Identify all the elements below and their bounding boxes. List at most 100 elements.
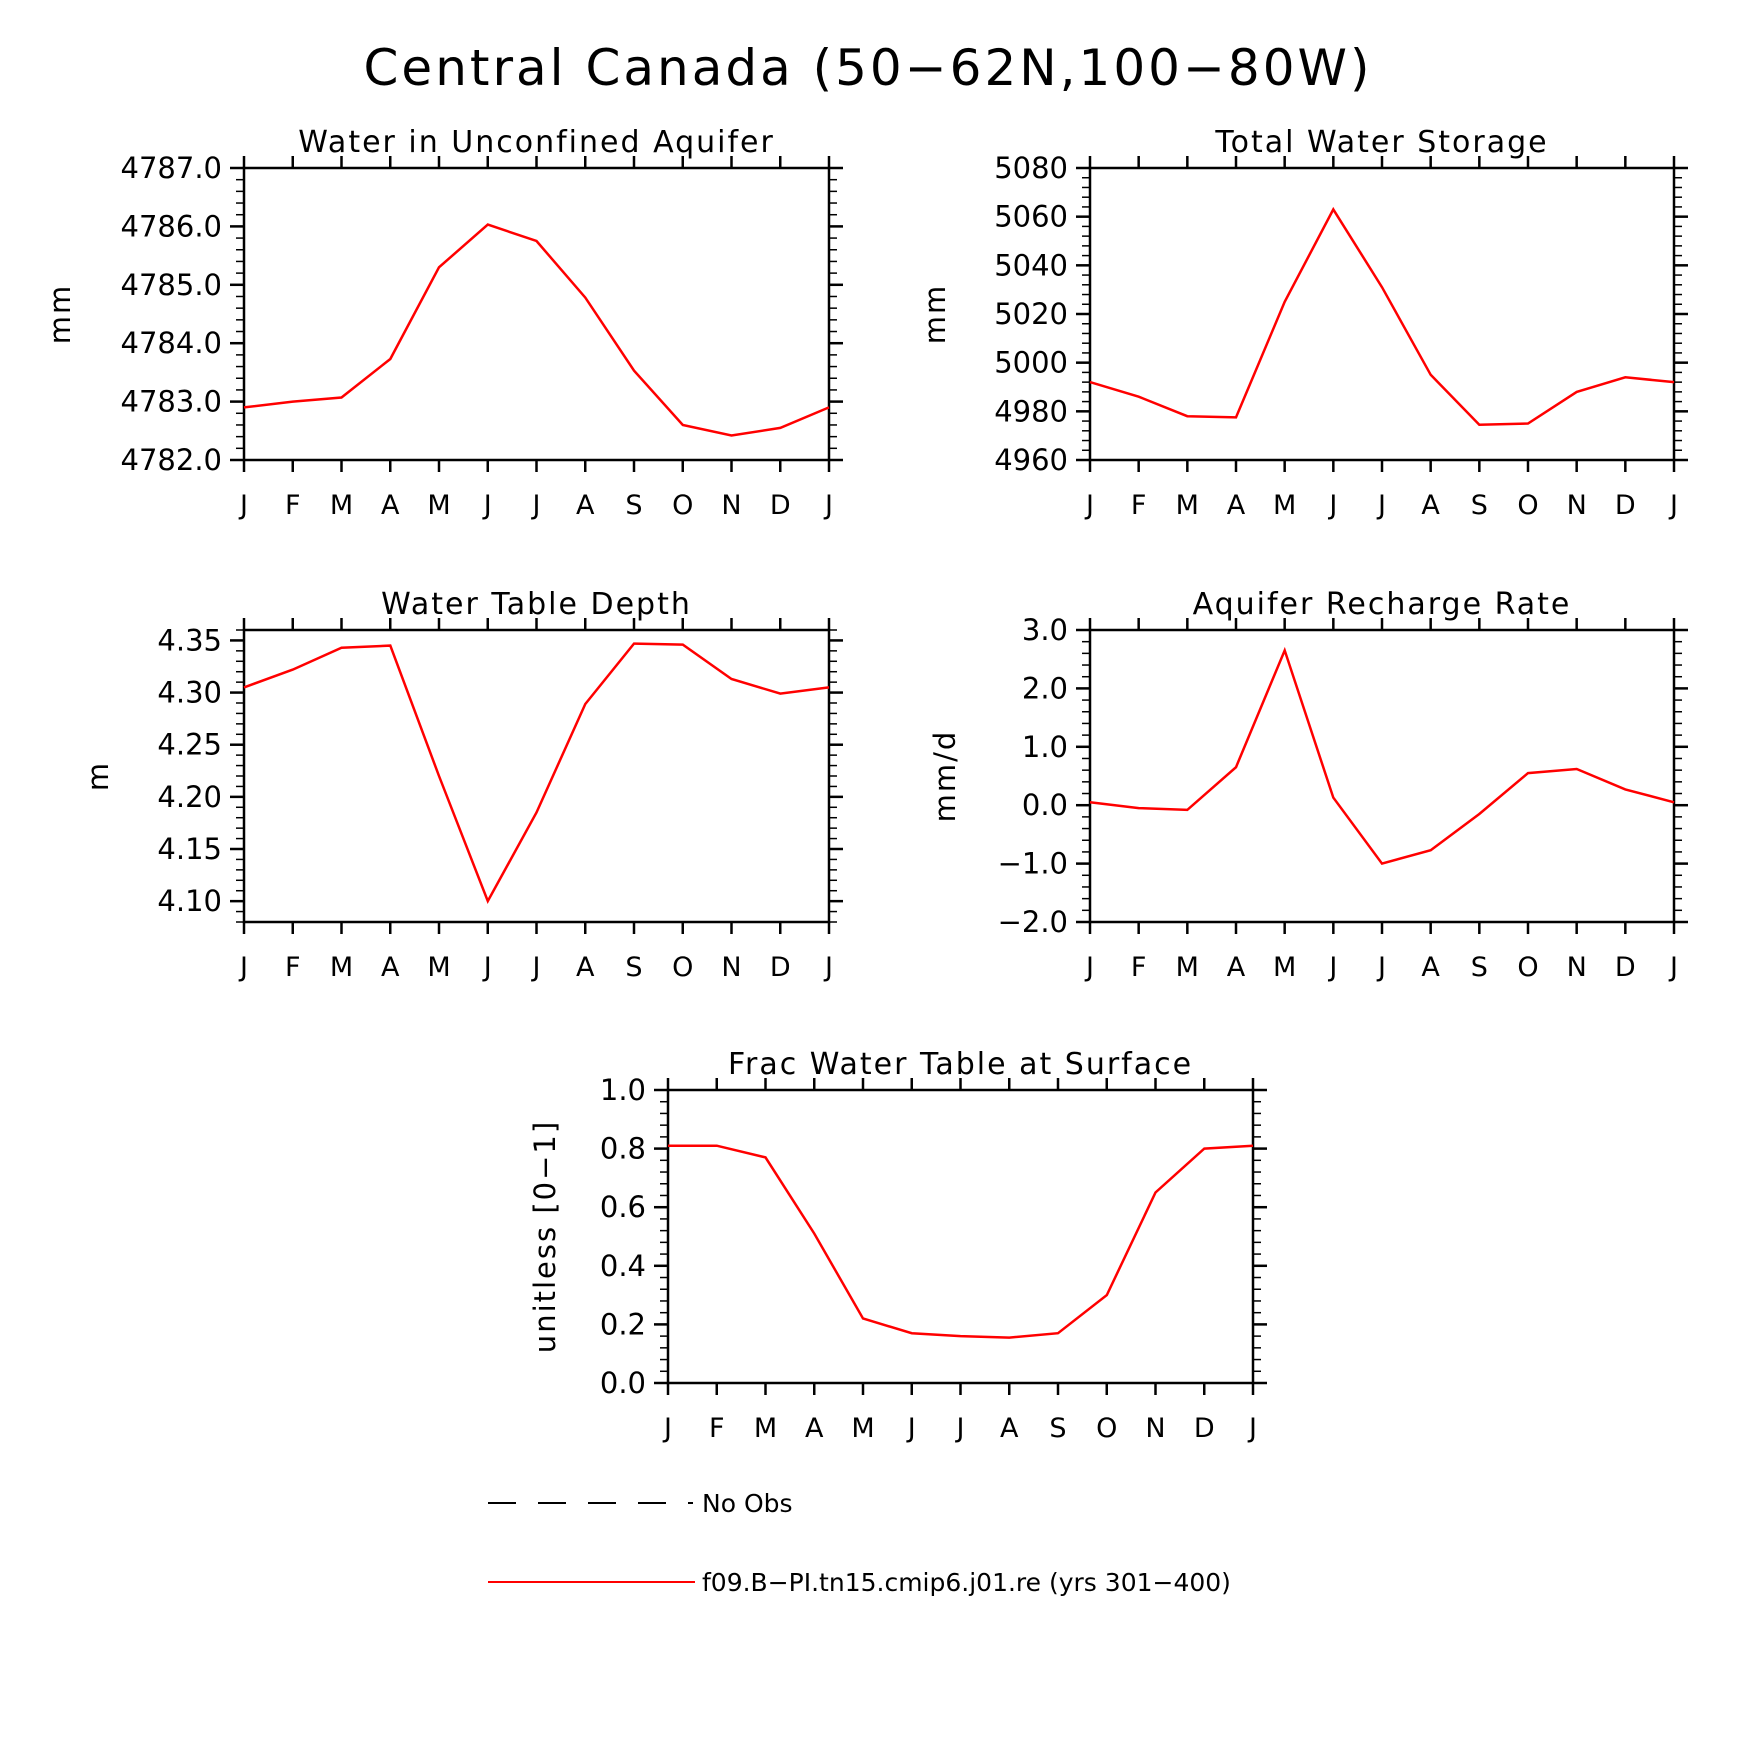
- plot-frame: [242, 628, 831, 924]
- x-tick-label: J: [1327, 952, 1337, 983]
- x-tick-label: N: [721, 952, 741, 983]
- y-tick-label: −2.0: [998, 905, 1068, 939]
- y-axis-label: m: [81, 761, 115, 791]
- y-tick-label: 1.0: [600, 1073, 646, 1107]
- series-line: [1089, 206, 1675, 426]
- x-tick-label: J: [955, 1413, 965, 1444]
- x-tick-label: N: [1145, 1413, 1165, 1444]
- panel-title: Total Water Storage: [1214, 125, 1548, 160]
- x-tick-label: F: [709, 1413, 725, 1444]
- y-tick-label: 0.6: [600, 1190, 646, 1224]
- y-tick-label: 4.30: [157, 676, 222, 710]
- legend-label-model: f09.B−PI.tn15.cmip6.j01.re (yrs 301−400): [702, 1568, 1231, 1597]
- x-tick-label: M: [1273, 952, 1296, 983]
- x-tick-label: M: [851, 1413, 874, 1444]
- x-tick-label: A: [381, 952, 400, 983]
- x-tick-label: J: [531, 490, 541, 521]
- x-tick-label: M: [1273, 490, 1296, 521]
- x-tick-label: M: [754, 1413, 777, 1444]
- y-tick-label: 5060: [994, 200, 1068, 234]
- x-tick-label: J: [1376, 490, 1386, 521]
- y-tick-label: −1.0: [998, 847, 1068, 881]
- y-tick-label: 0.4: [600, 1249, 646, 1283]
- y-tick-label: 0.0: [1022, 788, 1068, 822]
- x-tick-label: A: [1000, 1413, 1019, 1444]
- x-tick-label: A: [1421, 952, 1440, 983]
- y-tick-label: 4784.0: [121, 326, 222, 360]
- x-tick-label: J: [1668, 952, 1678, 983]
- y-tick-label: 4783.0: [121, 385, 222, 419]
- x-tick-label: J: [238, 490, 248, 521]
- y-tick-label: 4.35: [157, 623, 222, 657]
- x-tick-label: S: [1471, 490, 1488, 521]
- x-tick-label: S: [625, 952, 642, 983]
- x-tick-label: N: [721, 490, 741, 521]
- x-tick-label: F: [1131, 490, 1147, 521]
- x-tick-label: O: [672, 952, 693, 983]
- x-tick-label: J: [1247, 1413, 1257, 1444]
- x-tick-label: N: [1567, 490, 1587, 521]
- y-tick-label: 4782.0: [121, 443, 222, 477]
- x-tick-label: J: [1327, 490, 1337, 521]
- y-tick-label: 4.10: [157, 884, 222, 918]
- y-tick-label: 4.25: [157, 728, 222, 762]
- x-tick-label: J: [823, 952, 833, 983]
- x-tick-label: A: [381, 490, 400, 521]
- y-tick-label: 5080: [994, 151, 1068, 185]
- x-tick-label: F: [285, 490, 301, 521]
- y-axis-label: mm/d: [928, 730, 962, 823]
- y-tick-label: 4960: [994, 443, 1068, 477]
- x-tick-label: O: [1517, 952, 1538, 983]
- y-tick-label: 4785.0: [121, 268, 222, 302]
- x-tick-label: J: [482, 490, 492, 521]
- y-tick-label: 5040: [994, 248, 1068, 282]
- legend-item-no-obs: No Obs: [488, 1489, 793, 1518]
- x-tick-label: S: [1471, 952, 1488, 983]
- x-tick-label: M: [1176, 952, 1199, 983]
- x-tick-label: J: [531, 952, 541, 983]
- series-line: [1089, 646, 1675, 866]
- y-axis-label: unitless [0−1]: [528, 1120, 562, 1353]
- x-tick-label: M: [427, 952, 450, 983]
- legend-item-model: f09.B−PI.tn15.cmip6.j01.re (yrs 301−400): [488, 1568, 1231, 1597]
- series-line: [668, 1144, 1254, 1339]
- series-line: [243, 223, 830, 437]
- x-tick-label: A: [576, 952, 595, 983]
- y-tick-label: 4980: [994, 394, 1068, 428]
- x-tick-label: A: [1227, 490, 1246, 521]
- series-line: [243, 642, 830, 905]
- y-tick-label: 4786.0: [121, 209, 222, 243]
- y-tick-label: 3.0: [1022, 613, 1068, 647]
- y-tick-label: 4787.0: [121, 151, 222, 185]
- y-tick-label: 0.8: [600, 1132, 646, 1166]
- x-tick-label: A: [1227, 952, 1246, 983]
- x-tick-label: F: [285, 952, 301, 983]
- figure-title: Central Canada (50−62N,100−80W): [364, 39, 1373, 97]
- x-tick-label: M: [330, 952, 353, 983]
- plot-frame: [242, 166, 831, 462]
- x-tick-label: J: [1084, 952, 1094, 983]
- x-tick-label: S: [625, 490, 642, 521]
- panel-title: Water in Unconfined Aquifer: [298, 125, 775, 160]
- panel-title: Aquifer Recharge Rate: [1193, 587, 1572, 622]
- x-tick-label: D: [770, 490, 791, 521]
- y-tick-label: 4.15: [157, 832, 222, 866]
- y-tick-label: 5000: [994, 346, 1068, 380]
- y-tick-label: 4.20: [157, 780, 222, 814]
- x-tick-label: O: [1517, 490, 1538, 521]
- x-tick-label: M: [330, 490, 353, 521]
- x-tick-label: D: [770, 952, 791, 983]
- x-tick-label: J: [1668, 490, 1678, 521]
- y-tick-label: 5020: [994, 297, 1068, 331]
- y-tick-label: 1.0: [1022, 730, 1068, 764]
- x-tick-label: A: [1421, 490, 1440, 521]
- plot-frame: [1088, 628, 1676, 924]
- x-tick-label: J: [482, 952, 492, 983]
- panel-title: Frac Water Table at Surface: [728, 1047, 1193, 1082]
- x-tick-label: J: [823, 490, 833, 521]
- x-tick-label: J: [1376, 952, 1386, 983]
